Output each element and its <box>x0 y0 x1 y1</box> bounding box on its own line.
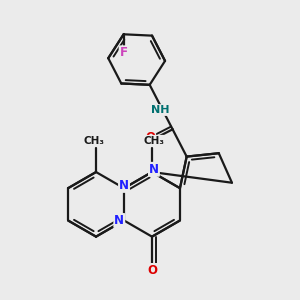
Text: F: F <box>120 46 128 59</box>
Text: O: O <box>147 264 157 277</box>
Text: CH₃: CH₃ <box>84 136 105 146</box>
Text: CH₃: CH₃ <box>143 136 164 146</box>
Text: N: N <box>119 179 129 192</box>
Text: N: N <box>114 214 124 227</box>
Text: O: O <box>145 131 155 145</box>
Text: NH: NH <box>151 105 169 115</box>
Text: N: N <box>149 163 159 176</box>
